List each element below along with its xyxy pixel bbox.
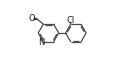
Text: N: N bbox=[39, 38, 45, 47]
Text: O: O bbox=[28, 14, 35, 23]
Text: Cl: Cl bbox=[66, 16, 75, 25]
